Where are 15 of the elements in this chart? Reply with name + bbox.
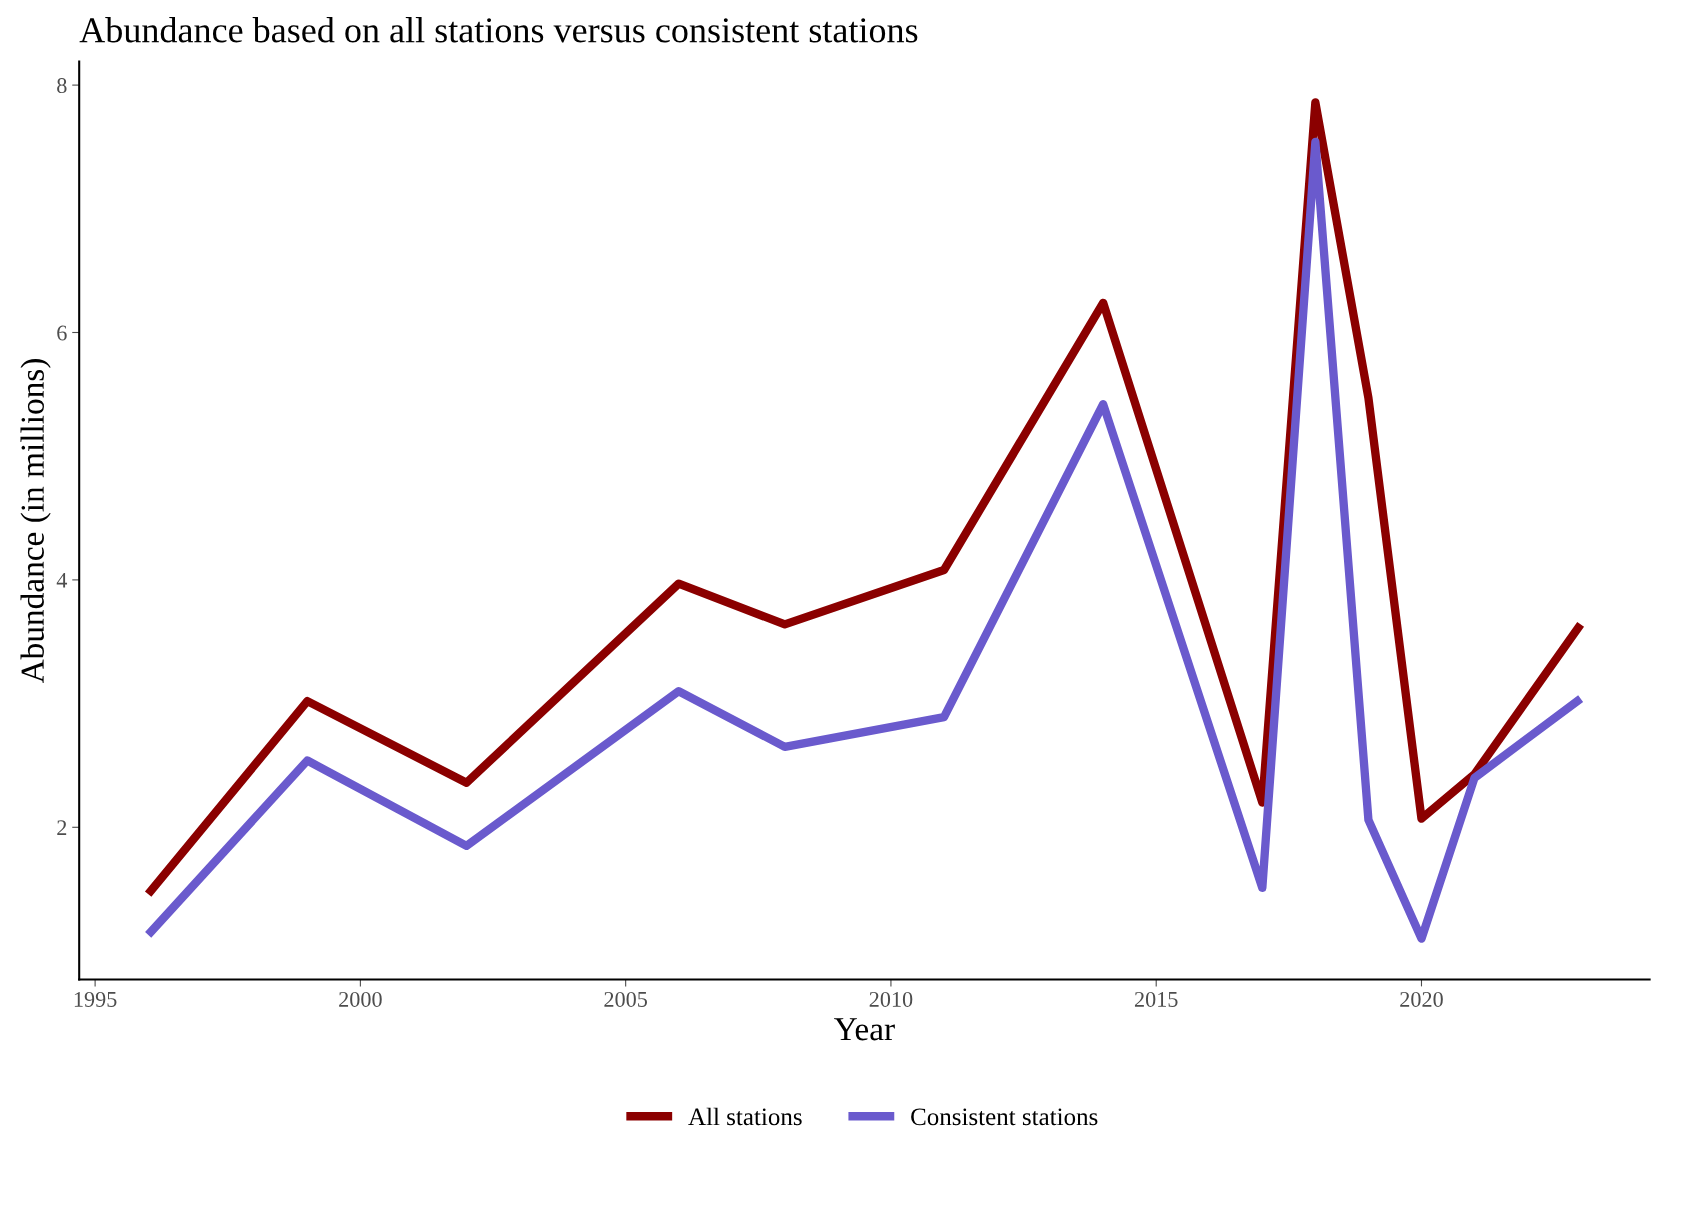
y-tick-label: 2 <box>57 820 67 835</box>
x-tick-label: 2005 <box>604 991 648 1007</box>
y-tick-label: 6 <box>57 325 67 341</box>
y-axis-title: Abundance (in millions) <box>20 359 51 684</box>
x-axis-title: Year <box>834 1018 895 1041</box>
chart-title: Abundance based on all stations versus consistent stations <box>79 17 918 43</box>
y-tick-label: 4 <box>56 572 68 588</box>
x-tick-label: 2015 <box>1134 991 1178 1007</box>
legend-label: Consistent stations <box>911 1108 1098 1126</box>
x-tick-label: 1995 <box>74 991 117 1007</box>
x-tick-label: 2000 <box>339 991 382 1007</box>
legend-label: All stations <box>688 1107 802 1126</box>
x-tick-label: 2010 <box>869 991 913 1007</box>
x-tick-label: 2020 <box>1400 991 1443 1007</box>
y-tick-label: 8 <box>57 78 67 94</box>
